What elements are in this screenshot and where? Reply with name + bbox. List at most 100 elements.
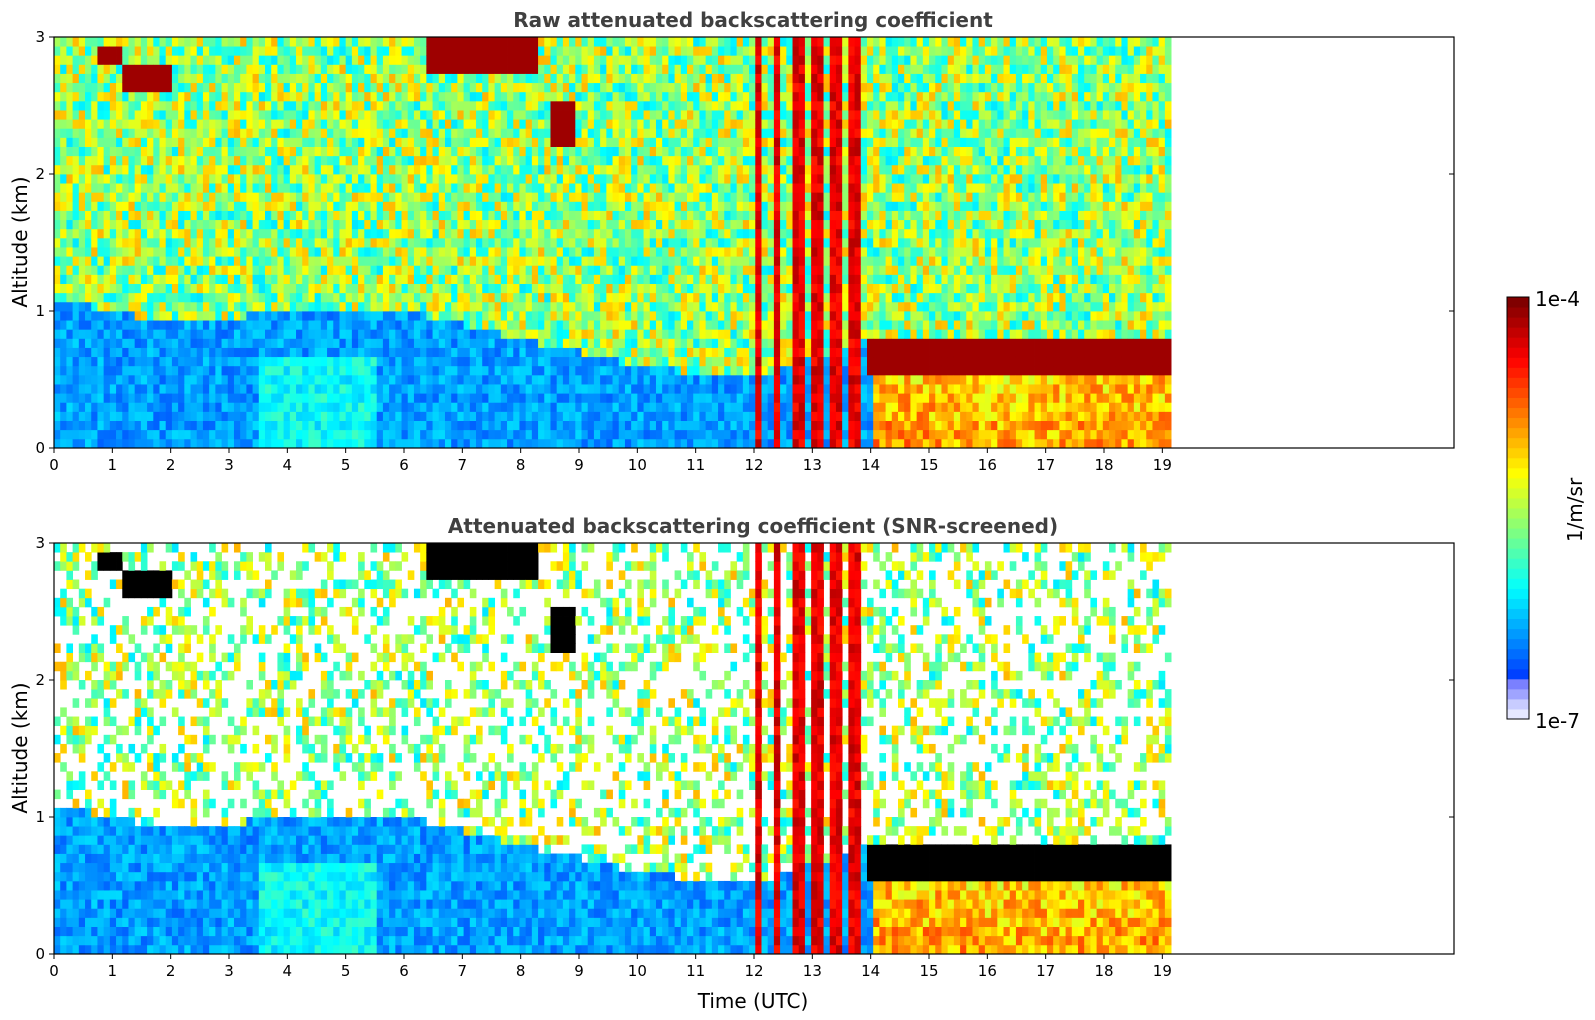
field-cell [178, 91, 185, 102]
field-cell [283, 55, 291, 65]
field-cell [718, 374, 725, 385]
field-cell [178, 384, 185, 394]
field-cell [258, 265, 266, 275]
field-cell [569, 82, 576, 93]
field-cell [215, 329, 222, 339]
field-cell [718, 55, 725, 65]
field-cell [469, 146, 477, 157]
field-cell [674, 301, 682, 312]
field-cell [587, 347, 595, 358]
field-cell [320, 183, 328, 193]
field-cell [134, 46, 142, 56]
field-cell [333, 237, 340, 248]
field-cell [382, 338, 390, 348]
field-cell [351, 356, 359, 367]
field-cell [209, 46, 216, 56]
field-cell [277, 228, 285, 239]
field-cell [451, 146, 458, 157]
field-cell [122, 219, 129, 230]
field-cell [358, 365, 365, 376]
field-cell [184, 256, 191, 266]
field-cell [265, 174, 272, 184]
field-cell [54, 164, 61, 175]
field-cell [432, 338, 440, 348]
field-cell [444, 338, 452, 348]
field-cell [233, 265, 241, 275]
field-cell [265, 119, 272, 129]
field-cell [233, 356, 241, 367]
field-cell [463, 46, 471, 56]
field-cell [258, 329, 266, 339]
field-cell [488, 365, 496, 376]
field-cell [718, 137, 725, 147]
field-cell [444, 137, 452, 147]
field-cell [109, 82, 117, 93]
field-cell [103, 137, 111, 147]
field-cell [687, 192, 694, 202]
field-cell [593, 237, 601, 248]
field-cell [488, 329, 496, 339]
field-cell [78, 393, 86, 403]
field-cell [395, 183, 402, 193]
field-cell [662, 119, 669, 129]
field-cell [196, 420, 204, 431]
field-cell [488, 356, 496, 367]
field-cell [72, 91, 80, 102]
field-cell [624, 137, 632, 147]
field-cell [444, 110, 452, 120]
field-cell [612, 338, 620, 348]
field-cell [134, 247, 142, 257]
field-cell [674, 137, 682, 147]
field-cell [736, 329, 744, 339]
field-cell [60, 146, 67, 157]
field-cell [600, 320, 607, 330]
field-cell [370, 110, 378, 120]
field-cell [693, 64, 700, 74]
field-cell [370, 247, 378, 257]
field-cell [147, 100, 154, 111]
field-cell [432, 265, 440, 275]
field-cell [457, 265, 464, 275]
field-cell [550, 338, 558, 348]
field-cell [711, 265, 719, 275]
field-cell [451, 247, 458, 257]
field-cell [153, 411, 160, 421]
field-cell [246, 301, 253, 312]
field-cell [438, 46, 446, 56]
field-cell [227, 329, 235, 339]
field-cell [153, 119, 160, 129]
field-cell [91, 82, 98, 93]
field-cell [494, 46, 502, 56]
field-cell [78, 356, 86, 367]
field-cell [711, 237, 719, 248]
field-cell [333, 411, 340, 421]
field-cell [643, 174, 651, 184]
field-cell [544, 374, 551, 385]
field-cell [227, 283, 235, 294]
field-cell [271, 265, 278, 275]
field-cell [482, 311, 489, 321]
field-cell [221, 429, 229, 440]
field-cell [122, 128, 129, 138]
field-cell [72, 37, 80, 47]
field-cell [593, 91, 601, 102]
field-cell [401, 374, 409, 385]
field-cell [538, 155, 545, 166]
field-cell [550, 256, 558, 266]
field-cell [426, 438, 433, 449]
field-cell [382, 247, 390, 257]
field-cell [283, 119, 291, 129]
field-cell [202, 374, 210, 385]
field-cell [209, 228, 216, 239]
field-cell [736, 137, 744, 147]
field-cell [736, 192, 744, 202]
field-cell [525, 347, 533, 358]
field-cell [364, 119, 371, 129]
field-cell [202, 365, 210, 376]
field-cell [699, 265, 707, 275]
field-cell [699, 429, 707, 440]
field-cell [680, 82, 688, 93]
field-cell [351, 265, 359, 275]
field-cell [494, 219, 502, 230]
field-cell [407, 411, 415, 421]
